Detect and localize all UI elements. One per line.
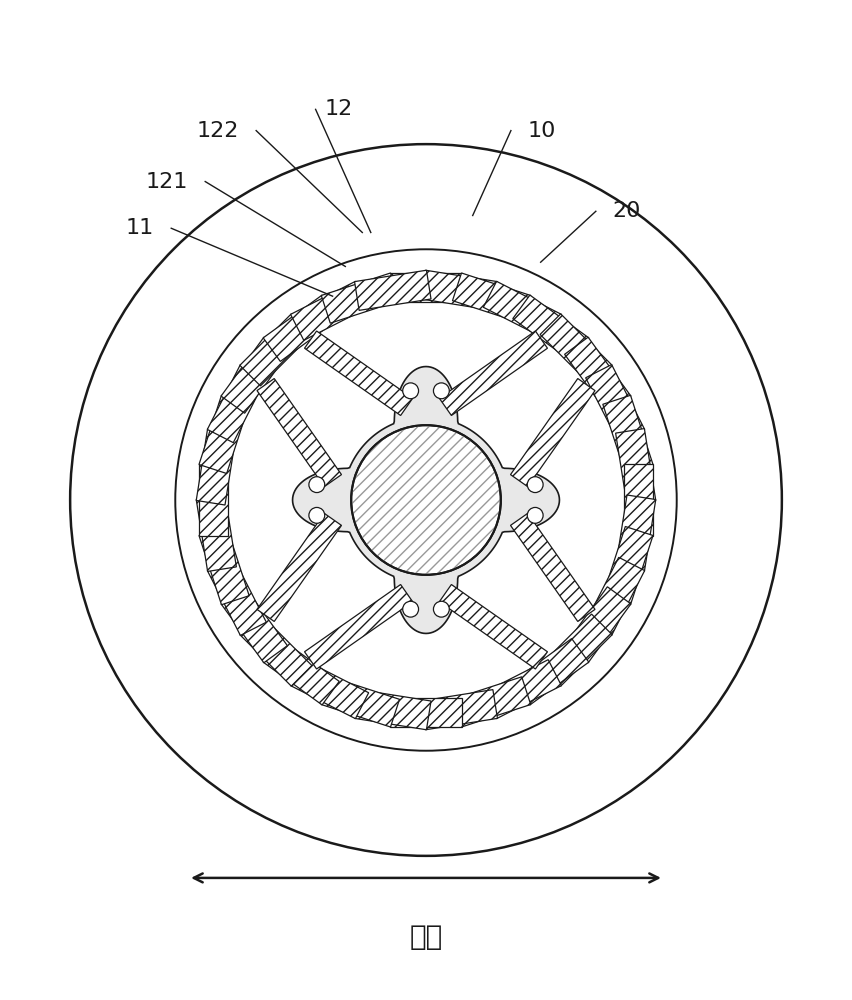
Polygon shape — [354, 690, 431, 730]
Polygon shape — [196, 429, 236, 505]
Polygon shape — [354, 270, 431, 310]
Polygon shape — [624, 464, 653, 536]
Polygon shape — [603, 526, 653, 605]
Polygon shape — [389, 698, 463, 727]
Circle shape — [309, 477, 325, 493]
Circle shape — [527, 507, 543, 523]
Polygon shape — [585, 557, 645, 635]
Polygon shape — [510, 513, 595, 621]
Polygon shape — [585, 365, 645, 443]
Polygon shape — [292, 367, 560, 633]
Polygon shape — [452, 677, 531, 727]
Polygon shape — [483, 281, 561, 340]
Circle shape — [351, 425, 501, 575]
Polygon shape — [603, 395, 653, 474]
Polygon shape — [257, 513, 342, 621]
Polygon shape — [196, 495, 236, 571]
Circle shape — [527, 477, 543, 493]
Polygon shape — [540, 314, 612, 386]
Polygon shape — [483, 660, 561, 719]
Polygon shape — [513, 639, 589, 705]
Polygon shape — [389, 273, 463, 302]
Polygon shape — [421, 690, 498, 730]
Text: 周向: 周向 — [409, 923, 443, 951]
Polygon shape — [513, 295, 589, 361]
Polygon shape — [207, 557, 267, 635]
Polygon shape — [321, 273, 400, 323]
Text: 20: 20 — [613, 201, 642, 221]
Polygon shape — [257, 379, 342, 487]
Polygon shape — [291, 281, 369, 340]
Circle shape — [176, 249, 676, 751]
Polygon shape — [221, 337, 287, 413]
Circle shape — [70, 144, 782, 856]
Text: 121: 121 — [146, 172, 188, 192]
Polygon shape — [321, 677, 400, 727]
Circle shape — [403, 601, 418, 617]
Polygon shape — [510, 379, 595, 487]
Text: 122: 122 — [197, 121, 239, 141]
Polygon shape — [616, 495, 656, 571]
Circle shape — [434, 601, 449, 617]
Polygon shape — [452, 273, 531, 323]
Polygon shape — [440, 331, 548, 415]
Polygon shape — [263, 639, 339, 705]
Polygon shape — [304, 331, 412, 415]
Polygon shape — [565, 337, 631, 413]
Polygon shape — [240, 314, 312, 386]
Polygon shape — [440, 585, 548, 669]
Text: 11: 11 — [126, 218, 154, 238]
Text: 12: 12 — [324, 99, 353, 119]
Circle shape — [309, 507, 325, 523]
Polygon shape — [263, 295, 339, 361]
Polygon shape — [304, 585, 412, 669]
Polygon shape — [421, 270, 498, 310]
Polygon shape — [199, 526, 249, 605]
Polygon shape — [221, 587, 287, 663]
Text: 10: 10 — [528, 121, 556, 141]
Polygon shape — [240, 614, 312, 686]
Polygon shape — [199, 464, 228, 536]
Polygon shape — [291, 660, 369, 719]
Polygon shape — [540, 614, 612, 686]
Polygon shape — [207, 365, 267, 443]
Circle shape — [434, 383, 449, 399]
Polygon shape — [565, 587, 631, 663]
Polygon shape — [199, 395, 249, 474]
Circle shape — [403, 383, 418, 399]
Polygon shape — [616, 429, 656, 505]
